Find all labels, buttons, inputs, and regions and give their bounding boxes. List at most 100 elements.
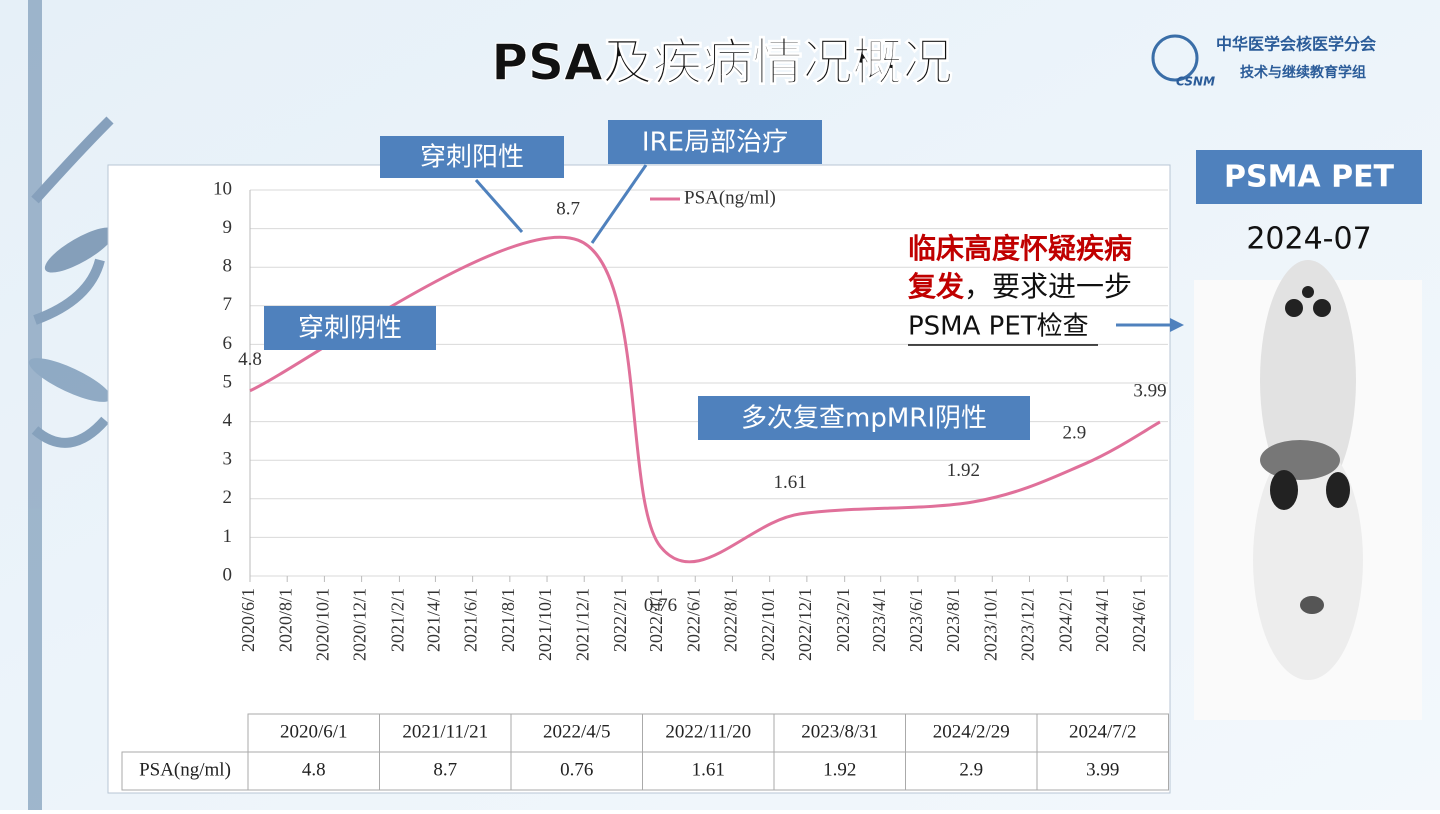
data-label: 1.61	[774, 472, 807, 493]
y-tick-label: 5	[223, 371, 233, 392]
arrow	[590, 164, 648, 244]
x-tick-label: 2023/4/1	[869, 588, 889, 652]
arrow	[474, 179, 524, 233]
x-tick-label: 2024/6/1	[1129, 588, 1149, 652]
note: 临床高度怀疑疾病	[908, 232, 1132, 265]
table-header: 2021/11/21	[402, 721, 488, 742]
x-tick-label: 2021/6/1	[461, 588, 481, 652]
y-tick-label: 1	[223, 526, 233, 547]
y-tick-label: 4	[223, 410, 233, 431]
table-cell	[1036, 751, 1169, 791]
x-tick-label: 2020/6/1	[238, 588, 258, 652]
table-header: 2023/8/31	[801, 721, 878, 742]
data-label: 0.76	[644, 595, 677, 616]
arrowhead	[1170, 318, 1184, 332]
annotation: 穿刺阴性	[298, 314, 402, 344]
chart: 0 1 2 3 4 5 6 7 8 9 10 2020/6/1 2020/8/1 2020/10/1 202…	[121, 178, 1169, 791]
y-tick-label: 0	[223, 564, 233, 585]
panel-date: 2024-07	[1246, 222, 1371, 257]
table-cell	[905, 751, 1038, 791]
x-tick-label: 2022/10/1	[758, 588, 778, 661]
table-value: 2.9	[959, 759, 983, 780]
x-tick-label: 2022/6/1	[683, 588, 703, 652]
table-header: 2020/6/1	[280, 721, 348, 742]
panel-title: PSMA PET	[1224, 160, 1395, 195]
x-tick-label: 2023/12/1	[1018, 588, 1038, 661]
annotation: 多次复查mpMRI阴性	[741, 404, 987, 434]
x-tick-label: 2021/10/1	[535, 588, 555, 661]
x-tick-label: 2021/8/1	[498, 588, 518, 652]
y-tick-label: 2	[223, 487, 233, 508]
table-header: 2024/7/2	[1069, 721, 1137, 742]
slide-title: PSA及疾病情况概况	[491, 34, 952, 92]
table-label-cell	[121, 751, 249, 791]
data-label: 2.9	[1062, 422, 1086, 443]
table-value: 0.76	[560, 759, 593, 780]
y-tick-label: 8	[223, 256, 233, 277]
data-label: 1.92	[947, 460, 980, 481]
y-tick-label: 6	[223, 333, 233, 354]
data-line	[249, 235, 1161, 564]
table-cell	[379, 751, 512, 791]
table-cell	[247, 713, 380, 753]
x-tick-label: 2021/12/1	[572, 588, 592, 661]
y-tick-label: 7	[223, 294, 233, 315]
legend-label: PSA(ng/ml)	[684, 187, 776, 208]
note: ，要求进一步	[964, 270, 1132, 303]
note: 复发	[908, 270, 964, 303]
table-value: 3.99	[1086, 759, 1119, 780]
pet-image-detail	[1253, 260, 1363, 680]
x-tick-label: 2021/2/1	[388, 588, 408, 652]
x-tick-label: 2022/2/1	[610, 588, 630, 652]
y-tick-label: 9	[223, 217, 233, 238]
note: PSMA PET检查	[908, 312, 1089, 342]
x-tick-label: 2022/12/1	[795, 588, 815, 661]
logo-mark: CSNM	[1176, 75, 1215, 89]
x-tick-label: 2023/2/1	[833, 588, 853, 652]
annotations: 穿刺阳性 IRE局部治疗 穿刺阴性 多次复查mpMRI阴性	[264, 120, 1030, 440]
chart-frame	[107, 164, 1171, 794]
y-tick-label: 3	[223, 449, 233, 470]
table-value: 1.92	[823, 759, 856, 780]
table-header: 2022/4/5	[543, 721, 611, 742]
x-tick-label: 2022/4/1	[646, 588, 666, 652]
y-tick-label: 10	[213, 178, 232, 199]
x-tick-label: 2020/10/1	[313, 588, 333, 661]
annotation-box	[380, 136, 564, 178]
annotation-box	[264, 306, 436, 350]
right-panel: PSMA PET 2024-07 临床高度怀疑疾病 复发 ，要求进一步 PSMA…	[908, 150, 1422, 720]
table-cell	[773, 751, 906, 791]
annotation: 穿刺阳性	[420, 143, 524, 173]
table-cell	[510, 713, 643, 753]
table-cell	[1036, 713, 1169, 753]
table-cell	[510, 751, 643, 791]
x-tick-label: 2020/8/1	[275, 588, 295, 652]
table-value: 4.8	[302, 759, 326, 780]
table-row-label: PSA(ng/ml)	[139, 759, 231, 780]
x-tick-label: 2023/10/1	[980, 588, 1000, 661]
data-label: 4.8	[238, 349, 262, 370]
x-tick-label: 2023/6/1	[906, 588, 926, 652]
table-value: 1.61	[692, 759, 725, 780]
annotation: IRE局部治疗	[642, 128, 788, 158]
bamboo-decoration	[28, 0, 116, 810]
x-tick-label: 2024/4/1	[1092, 588, 1112, 652]
table-value: 8.7	[433, 759, 457, 780]
panel-title-box	[1196, 150, 1422, 204]
x-tick-label: 2022/8/1	[721, 588, 741, 652]
logo: CSNM 中华医学会核医学分会 技术与继续教育学组	[1151, 34, 1376, 89]
logo-line: 技术与继续教育学组	[1240, 64, 1366, 81]
x-tick-label: 2024/2/1	[1055, 588, 1075, 652]
table-cell	[247, 751, 380, 791]
data-label: 3.99	[1133, 380, 1166, 401]
x-tick-label: 2020/12/1	[350, 588, 370, 661]
logo-line: 中华医学会核医学分会	[1216, 35, 1376, 54]
table-cell	[905, 713, 1038, 753]
table-cell	[642, 713, 775, 753]
annotation-box	[698, 396, 1030, 440]
data-label: 8.7	[556, 199, 580, 220]
annotation-box	[608, 120, 822, 164]
table-header: 2022/11/20	[665, 721, 751, 742]
table-header: 2024/2/29	[933, 721, 1010, 742]
